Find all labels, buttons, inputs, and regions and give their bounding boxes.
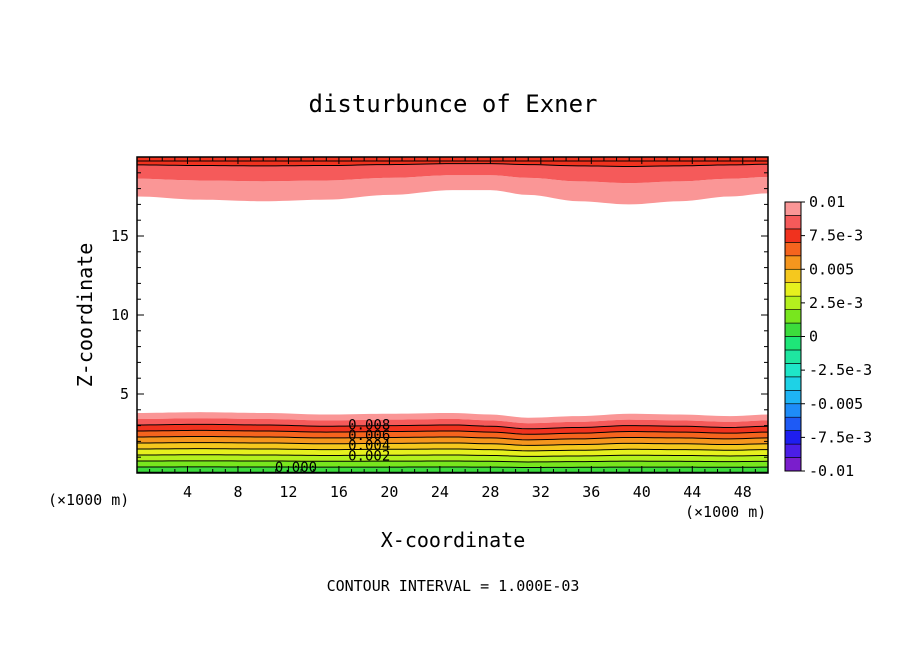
colorbar-band <box>784 215 802 230</box>
contour-label: 0.006 <box>348 428 390 444</box>
y-axis-ticks: 5 10 15 <box>111 156 768 474</box>
colorbar-tick-label: 0.01 <box>809 193 845 211</box>
x-tick-label: 20 <box>380 483 398 501</box>
y-axis-title: Z-coordinate <box>73 243 97 388</box>
upper-contour-line <box>136 163 769 167</box>
x-unit-left: (×1000 m) <box>48 491 129 509</box>
colorbar-tick-label: -0.01 <box>809 462 854 480</box>
colorbar-band <box>784 255 802 270</box>
colorbar-band <box>784 349 802 364</box>
contour-interval-note: CONTOUR INTERVAL = 1.000E-03 <box>327 577 580 595</box>
x-tick-label: 36 <box>582 483 600 501</box>
colorbar-band <box>784 363 802 378</box>
colorbar-band <box>784 228 802 243</box>
lower-contour-band <box>137 448 768 457</box>
colorbar-band <box>784 416 802 431</box>
x-unit-right: (×1000 m) <box>685 503 766 521</box>
colorbar-band <box>784 336 802 351</box>
contour-label: 0.000 <box>275 460 317 476</box>
y-tick-label: 5 <box>120 385 129 403</box>
contour-fills <box>137 157 768 473</box>
colorbar-band <box>784 268 802 283</box>
colorbar-band <box>784 295 802 310</box>
upper-contour-band <box>137 163 768 184</box>
x-axis-ticks: 4 8 12 16 20 24 28 32 36 40 44 48 <box>136 157 769 501</box>
colorbar-ticks: 0.01 7.5e-3 0.005 2.5e-3 0 -2.5e-3 -0.005 -7.5e… <box>801 193 872 480</box>
x-tick-label: 4 <box>183 483 192 501</box>
colorbar-tick-label: 7.5e-3 <box>809 227 863 245</box>
x-tick-label: 32 <box>532 483 550 501</box>
contour-label: 0.008 <box>348 418 390 434</box>
colorbar-tick-label: 2.5e-3 <box>809 294 863 312</box>
colorbar-tick-label: -2.5e-3 <box>809 361 872 379</box>
lower-contour-band <box>137 412 768 424</box>
x-tick-label: 44 <box>683 483 701 501</box>
colorbar-band <box>784 309 802 324</box>
colorbar-band <box>784 443 802 458</box>
x-tick-label: 24 <box>431 483 449 501</box>
colorbar-band <box>784 457 802 472</box>
x-tick-label: 16 <box>330 483 348 501</box>
colorbar-tick-label: 0 <box>809 328 818 346</box>
lower-contour-line <box>136 429 769 435</box>
x-tick-label: 28 <box>481 483 499 501</box>
lower-contour-line <box>136 435 769 441</box>
x-tick-label: 48 <box>734 483 752 501</box>
contour-label: 0.002 <box>348 448 390 464</box>
contour-label: 0.004 <box>348 438 390 454</box>
y-tick-label: 10 <box>111 306 129 324</box>
chart-title: disturbunce of Exner <box>309 90 598 118</box>
lower-contour-band <box>137 454 768 462</box>
colorbar-band <box>784 201 802 216</box>
lower-contour-line <box>137 448 769 452</box>
colorbar-band <box>784 282 802 297</box>
lower-contour-line <box>137 460 769 463</box>
colorbar-band <box>784 430 802 445</box>
lower-contour-line <box>136 454 769 457</box>
colorbar <box>784 201 802 472</box>
x-tick-label: 8 <box>233 483 242 501</box>
colorbar-band <box>784 389 802 405</box>
colorbar-band <box>784 376 802 391</box>
x-tick-label: 12 <box>279 483 297 501</box>
y-tick-label: 15 <box>111 227 129 245</box>
upper-contour-band <box>137 175 768 205</box>
x-tick-label: 40 <box>633 483 651 501</box>
lower-contour-line <box>136 442 769 446</box>
x-axis-title: X-coordinate <box>381 528 526 552</box>
colorbar-tick-label: 0.005 <box>809 260 854 278</box>
colorbar-tick-label: -0.005 <box>809 395 863 413</box>
lower-contour-band <box>137 460 768 468</box>
colorbar-band <box>784 403 802 418</box>
colorbar-band <box>784 322 802 337</box>
lower-contour-line <box>136 466 769 468</box>
colorbar-tick-label: -7.5e-3 <box>809 428 872 446</box>
lower-contour-line <box>136 423 769 430</box>
upper-contour-band <box>137 157 768 167</box>
colorbar-band <box>784 242 802 257</box>
